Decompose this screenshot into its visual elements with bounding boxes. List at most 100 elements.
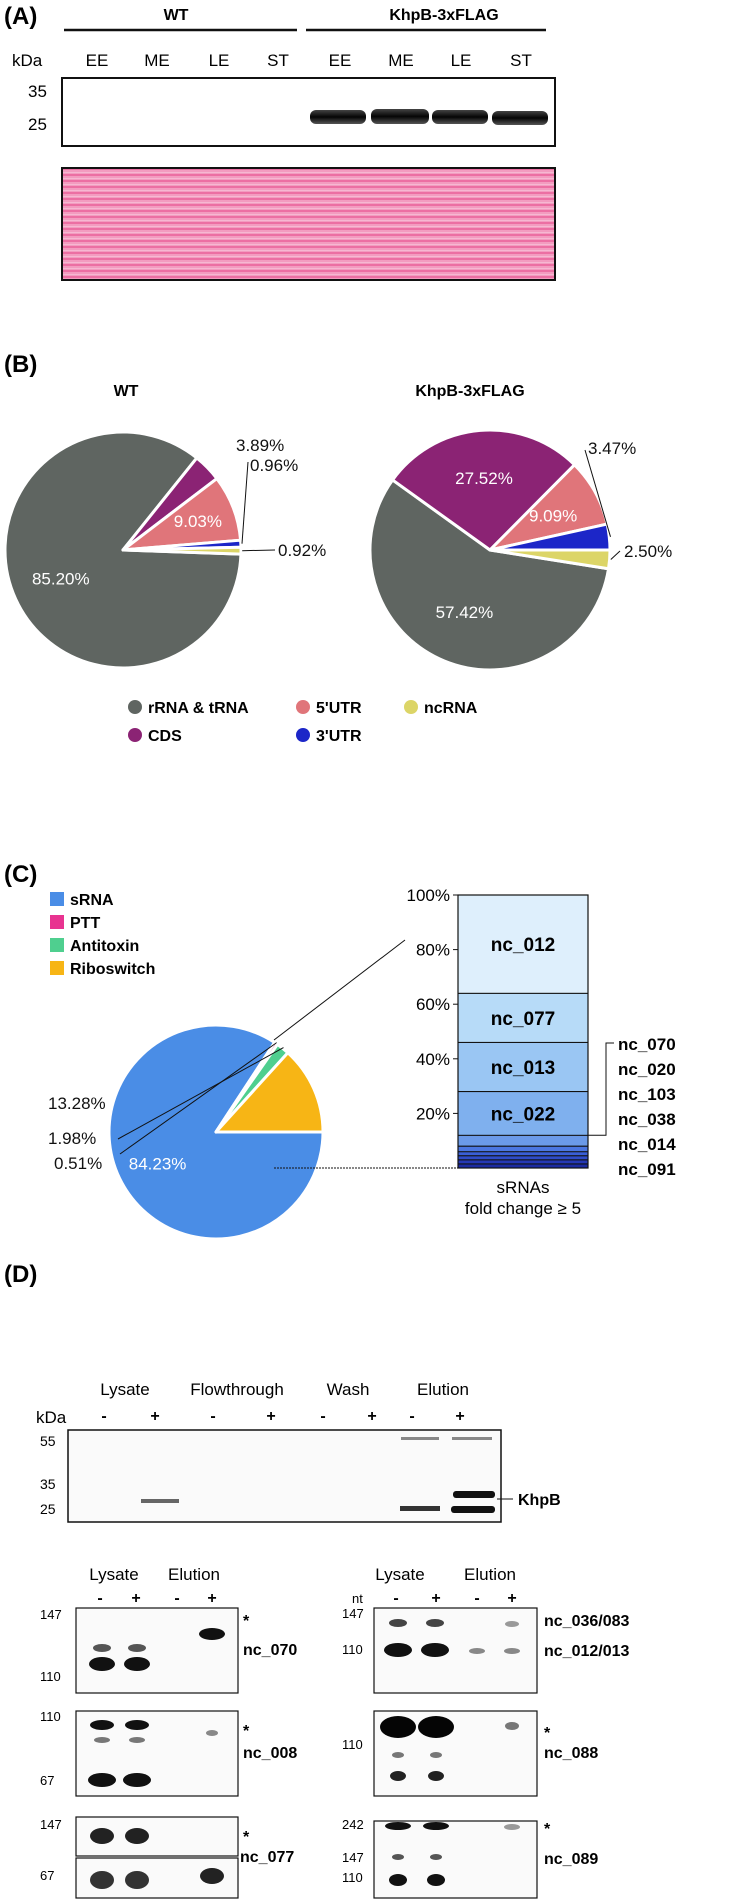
stack-segment-nc-012 <box>457 894 589 994</box>
marker: 110 <box>342 1870 363 1885</box>
zoom-line-top <box>273 939 406 1041</box>
marker: 110 <box>40 1669 61 1684</box>
band <box>401 1437 439 1440</box>
band <box>129 1737 145 1743</box>
sign: - <box>174 1590 179 1607</box>
pie-label-cds: 3.89% <box>236 436 284 455</box>
y-tick-label: 80% <box>416 941 450 960</box>
legend-label-utr5: 5'UTR <box>316 700 362 717</box>
stack-segment-nc-038 <box>457 1155 589 1161</box>
marker-35: 35 <box>28 82 47 101</box>
stack-label-nc-012: nc_012 <box>491 935 555 956</box>
north-header-elution-left: Elution <box>168 1565 220 1584</box>
band <box>432 110 488 124</box>
legend-marker-srna <box>50 892 64 906</box>
pie-chart-c: 84.23% 0.51% 1.98% 13.28% <box>48 1023 325 1241</box>
pie-chart-khpb: 57.42% 27.52% 9.09% 3.47% 2.50% <box>368 428 672 672</box>
pie-leader-line <box>117 1047 284 1140</box>
marker: 147 <box>40 1607 62 1622</box>
lane-label: ME <box>144 51 170 70</box>
sign: + <box>207 1590 216 1607</box>
side-label-nc-070: nc_070 <box>618 1035 676 1054</box>
stack-label-nc-013: nc_013 <box>491 1058 555 1079</box>
blot-bands-a <box>310 109 548 125</box>
pie-title-khpb: KhpB-3xFLAG <box>415 383 524 400</box>
stack-xlabel-1: sRNAs <box>497 1178 550 1197</box>
header-elution: Elution <box>417 1380 469 1399</box>
pie-slice-rrna-trna <box>368 478 611 672</box>
band <box>94 1737 110 1743</box>
legend-label-srna: sRNA <box>70 892 114 909</box>
stack-xlabel-2: fold change ≥ 5 <box>465 1199 581 1218</box>
north-signs-right: - + - + <box>393 1590 516 1607</box>
blot-name: nc_008 <box>243 1745 297 1762</box>
side-label-nc-014: nc_014 <box>618 1135 676 1154</box>
stack-segment-nc-070 <box>457 1134 589 1147</box>
side-label-nc-091: nc_091 <box>618 1160 676 1179</box>
north-blot-nc-077: 147 67 * nc_077 <box>40 1816 294 1899</box>
stacked-bar-c: nc_022 nc_013 nc_077 nc_012 100% 80% 60% 40% 20%… <box>407 886 677 1179</box>
pie-leader-line <box>584 449 611 537</box>
north-blot-nc-008: 110 67 * nc_008 <box>40 1709 297 1797</box>
marker: 110 <box>342 1642 363 1657</box>
side-label-nc-020: nc_020 <box>618 1060 676 1079</box>
header-lysate: Lysate <box>100 1380 149 1399</box>
band <box>384 1643 412 1657</box>
legend-marker-utr3 <box>296 728 310 742</box>
legend-marker-antitoxin <box>50 938 64 952</box>
pie-label-antitoxin: 1.98% <box>48 1129 96 1148</box>
pie-leader-line <box>610 550 621 560</box>
legend-label-cds: CDS <box>148 728 182 745</box>
pie-slice-cds <box>391 428 577 552</box>
blot-name: nc_089 <box>544 1851 598 1868</box>
y-tick-label: 100% <box>407 886 450 905</box>
north-blot-nc-036-083: 147 110 nc_036/083 nc_012/013 <box>342 1606 630 1694</box>
protein-label-khpb: KhpB <box>518 1492 561 1509</box>
marker: 242 <box>342 1817 364 1832</box>
band <box>389 1874 407 1886</box>
band <box>392 1854 404 1860</box>
band <box>128 1644 146 1652</box>
band <box>421 1643 449 1657</box>
band <box>469 1648 485 1654</box>
pie-label-5-utr: 9.03% <box>174 512 222 531</box>
star: * <box>544 1821 551 1838</box>
star: * <box>243 1613 250 1630</box>
nt-label: nt <box>352 1591 363 1606</box>
marker-25: 25 <box>28 115 47 134</box>
western-headers-d: Lysate Flowthrough Wash Elution <box>100 1380 469 1399</box>
pie-label-5-utr: 9.09% <box>529 506 577 525</box>
lane-labels-a: EE ME LE ST EE ME LE ST <box>86 51 532 70</box>
stack-label-nc-077: nc_077 <box>491 1009 555 1030</box>
band <box>428 1771 444 1781</box>
band <box>124 1657 150 1671</box>
band <box>492 111 548 125</box>
star: * <box>544 1725 551 1742</box>
band <box>451 1506 495 1513</box>
header-flowthrough: Flowthrough <box>190 1380 284 1399</box>
header-wash: Wash <box>327 1380 370 1399</box>
north-blot-nc-070: 147 110 * nc_070 <box>40 1607 297 1694</box>
y-tick-label: 40% <box>416 1050 450 1069</box>
marker: 110 <box>342 1737 363 1752</box>
blot-name: nc_088 <box>544 1745 598 1762</box>
pie-label-cds: 27.52% <box>455 469 513 488</box>
legend-marker-utr5 <box>296 700 310 714</box>
y-tick-label: 60% <box>416 995 450 1014</box>
side-label-nc-038: nc_038 <box>618 1110 676 1129</box>
legend-marker-riboswitch <box>50 961 64 975</box>
band <box>385 1822 411 1830</box>
band <box>371 109 429 124</box>
band <box>427 1874 445 1886</box>
panel-label-d: (D) <box>4 1261 37 1288</box>
band <box>505 1621 519 1627</box>
band <box>392 1752 404 1758</box>
blot-name: nc_077 <box>240 1849 294 1866</box>
pie-label-ncrna: 0.92% <box>278 541 326 560</box>
star: * <box>243 1723 250 1740</box>
blot-name: nc_036/083 <box>544 1613 630 1630</box>
pie-chart-wt: 85.20% 3.89% 9.03% 0.96% 0.92% <box>3 430 326 670</box>
pie-label-ncrna: 2.50% <box>624 542 672 561</box>
band <box>380 1716 416 1738</box>
